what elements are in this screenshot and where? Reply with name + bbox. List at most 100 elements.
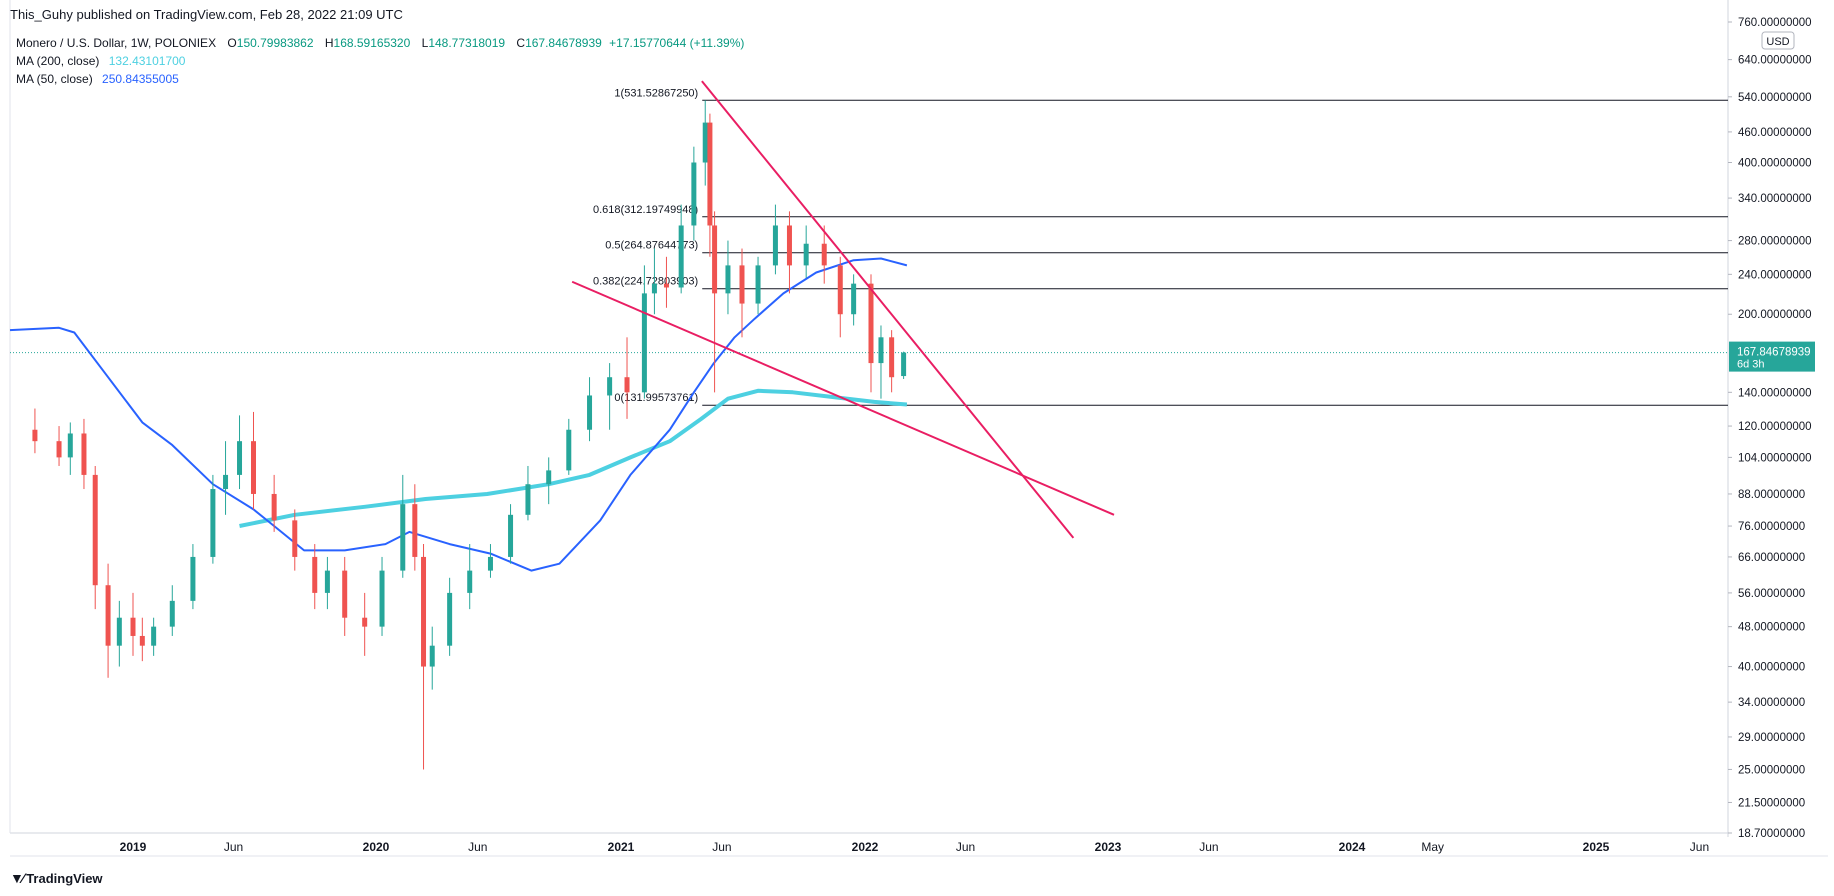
fib-level-label: 0(131.99573761) <box>614 392 698 404</box>
candle-up[interactable] <box>508 514 514 557</box>
candle-down[interactable] <box>271 493 277 521</box>
candle-up[interactable] <box>772 225 778 266</box>
x-tick-label: 2021 <box>608 840 635 854</box>
x-tick-label: May <box>1421 840 1444 854</box>
y-tick-label: 140.00000000 <box>1738 387 1812 399</box>
y-tick-label: 66.00000000 <box>1738 552 1805 564</box>
y-tick-label: 56.00000000 <box>1738 588 1805 600</box>
candle-up[interactable] <box>607 377 613 396</box>
candle-down[interactable] <box>889 337 895 378</box>
candle-up[interactable] <box>587 395 593 430</box>
fib-level-label: 0.5(264.87644773) <box>605 240 698 252</box>
candle-up[interactable] <box>223 474 229 490</box>
tradingview-footer[interactable]: ▼⁄ TradingView <box>10 870 103 886</box>
candle-up[interactable] <box>878 337 884 364</box>
candle-up[interactable] <box>851 283 857 315</box>
candle-up[interactable] <box>691 162 697 226</box>
ma200-row[interactable]: MA (200, close) 132.43101700 <box>16 52 744 70</box>
tradingview-brand: TradingView <box>26 870 103 886</box>
ma50-row[interactable]: MA (50, close) 250.84355005 <box>16 70 744 88</box>
candle-down[interactable] <box>292 520 298 557</box>
candle-up[interactable] <box>190 556 196 601</box>
candle-down[interactable] <box>362 617 368 627</box>
candle-down[interactable] <box>56 441 62 458</box>
ma50-value: 250.84355005 <box>102 72 179 86</box>
open-label: O <box>227 36 237 50</box>
trendline-falling-upper[interactable] <box>701 80 1075 539</box>
candle-up[interactable] <box>400 504 406 571</box>
candle-up[interactable] <box>641 293 647 393</box>
candle-up[interactable] <box>803 243 809 266</box>
candle-down[interactable] <box>821 243 827 266</box>
y-tick-label: 18.70000000 <box>1738 828 1805 840</box>
candle-up[interactable] <box>379 570 385 627</box>
candle-down[interactable] <box>105 585 111 646</box>
fib-level-label: 1(531.52867250) <box>614 87 698 99</box>
y-tick-label: 104.00000000 <box>1738 452 1812 464</box>
y-tick-label: 460.00000000 <box>1738 127 1812 139</box>
symbol-row: Monero / U.S. Dollar, 1W, POLONIEX O150.… <box>16 34 744 52</box>
candle-up[interactable] <box>678 225 684 288</box>
x-tick-label: 2022 <box>852 840 879 854</box>
candle-down[interactable] <box>712 225 718 294</box>
candle-down[interactable] <box>786 225 792 266</box>
candle-up[interactable] <box>429 645 435 667</box>
candle-up[interactable] <box>67 433 73 458</box>
candle-up[interactable] <box>447 592 453 646</box>
x-tick-label: 2025 <box>1583 840 1610 854</box>
y-tick-label: 540.00000000 <box>1738 92 1812 104</box>
y-tick-label: 40.00000000 <box>1738 662 1805 674</box>
candle-up[interactable] <box>487 556 493 571</box>
candle-down[interactable] <box>342 570 348 618</box>
candle-down[interactable] <box>312 556 318 593</box>
trendline-falling-lower[interactable] <box>571 280 1115 516</box>
candle-up[interactable] <box>324 570 330 593</box>
published-byline: This_Guhy published on TradingView.com, … <box>10 7 403 22</box>
candle-down[interactable] <box>81 433 87 475</box>
candle-down[interactable] <box>251 441 257 494</box>
candle-down[interactable] <box>92 474 98 586</box>
y-tick-label: 76.00000000 <box>1738 521 1805 533</box>
candle-up[interactable] <box>210 489 216 557</box>
y-tick-label: 340.00000000 <box>1738 193 1812 205</box>
candle-down[interactable] <box>412 504 418 557</box>
x-tick-label: Jun <box>1690 840 1709 854</box>
ma200-value: 132.43101700 <box>108 54 186 68</box>
candle-down[interactable] <box>139 635 145 646</box>
y-tick-label: 88.00000000 <box>1738 489 1805 501</box>
x-tick-label: 2019 <box>120 840 147 854</box>
candle-down[interactable] <box>739 265 745 304</box>
candle-up[interactable] <box>702 122 708 163</box>
candle-up[interactable] <box>169 600 175 627</box>
candle-up[interactable] <box>525 484 531 515</box>
candle-up[interactable] <box>566 429 572 471</box>
last-price-badge <box>1729 341 1815 372</box>
candle-down[interactable] <box>868 283 874 364</box>
candle-up[interactable] <box>467 570 473 593</box>
candle-up[interactable] <box>901 352 907 377</box>
symbol-name[interactable]: Monero / U.S. Dollar, 1W, POLONIEX <box>16 36 217 50</box>
candle-down[interactable] <box>421 556 427 667</box>
candle-down[interactable] <box>707 122 713 226</box>
candle-up[interactable] <box>755 265 761 304</box>
y-tick-label: 640.00000000 <box>1738 55 1812 67</box>
y-tick-label: 200.00000000 <box>1738 309 1812 321</box>
currency-badge[interactable] <box>1761 31 1795 50</box>
candle-down[interactable] <box>624 377 630 393</box>
candle-up[interactable] <box>546 470 552 485</box>
x-tick-label: Jun <box>1199 840 1218 854</box>
ma200-line[interactable] <box>239 388 908 528</box>
candle-up[interactable] <box>651 283 657 294</box>
candle-up[interactable] <box>725 265 731 294</box>
fib-level-label: 0.618(312.19749948) <box>593 204 698 216</box>
candle-up[interactable] <box>151 626 157 646</box>
candle-down[interactable] <box>837 265 843 315</box>
candle-down[interactable] <box>130 617 136 636</box>
candle-up[interactable] <box>116 617 122 646</box>
ma50-line[interactable] <box>9 257 908 572</box>
candle-up[interactable] <box>237 441 243 475</box>
candle-down[interactable] <box>663 283 669 288</box>
change-value: +17.15770644 (+11.39%) <box>609 36 745 50</box>
candle-down[interactable] <box>32 429 38 442</box>
